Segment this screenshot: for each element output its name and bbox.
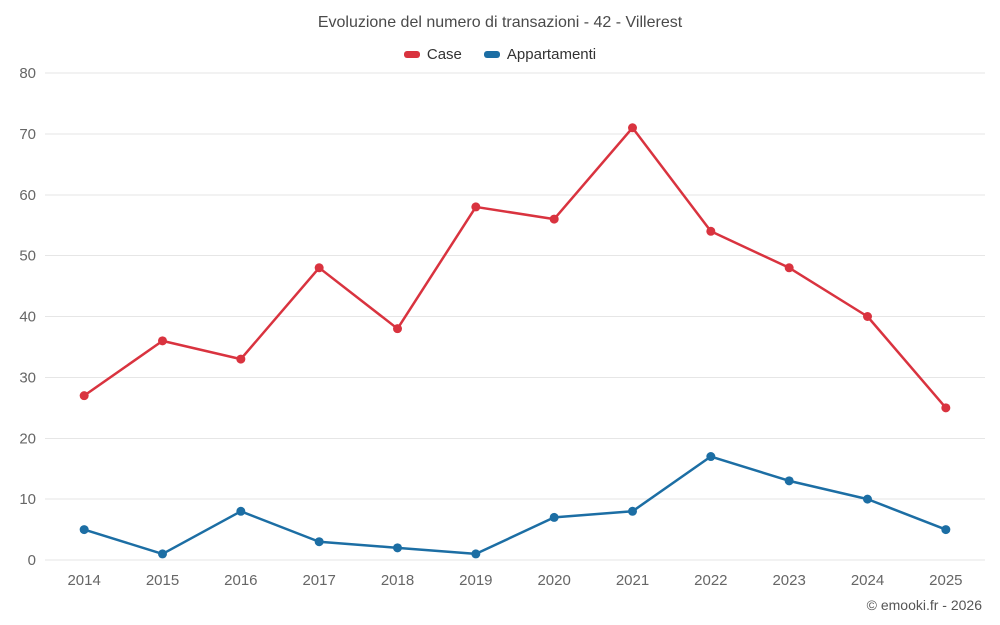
legend-item-appartamenti[interactable]: Appartamenti [483, 46, 597, 63]
legend-label-appartamenti: Appartamenti [506, 46, 597, 63]
series-line-case [82, 126, 948, 410]
data-point-case [706, 226, 716, 236]
x-tick-label: 2017 [302, 572, 335, 589]
x-tick-label: 2021 [616, 572, 649, 589]
data-point-case [79, 391, 89, 401]
data-point-case [471, 202, 481, 212]
x-tick-label: 2020 [537, 572, 570, 589]
legend-label-case: Case [426, 46, 462, 63]
data-point-case [784, 263, 794, 273]
legend-marker-appartamenti [483, 51, 500, 58]
y-tick-label: 60 [19, 187, 36, 204]
data-point-case [628, 123, 637, 133]
data-point-appartamenti [314, 537, 324, 547]
y-tick-label: 20 [19, 430, 36, 447]
copyright-footer: © emooki.fr - 2026 [866, 597, 982, 613]
data-point-appartamenti [471, 549, 481, 559]
x-tick-label: 2025 [929, 572, 962, 589]
data-point-case [393, 324, 402, 334]
data-point-appartamenti [236, 506, 246, 516]
chart-title: Evoluzione del numero di transazioni - 4… [317, 14, 683, 31]
data-point-case [941, 403, 951, 413]
y-tick-label: 30 [19, 369, 36, 386]
y-tick-label: 40 [19, 309, 36, 326]
y-tick-label: 10 [19, 491, 36, 508]
x-tick-label: 2018 [381, 572, 414, 589]
data-point-appartamenti [784, 476, 794, 486]
x-tick-label: 2023 [772, 572, 805, 589]
data-point-appartamenti [549, 512, 559, 522]
x-tick-label: 2014 [67, 572, 100, 589]
data-point-appartamenti [158, 549, 167, 559]
y-tick-label: 70 [19, 126, 36, 143]
series-line-appartamenti [82, 455, 948, 556]
data-point-appartamenti [79, 525, 89, 535]
x-tick-label: 2024 [851, 572, 884, 589]
data-point-case [236, 354, 246, 364]
x-tick-label: 2022 [694, 572, 727, 589]
chart-legend: Case Appartamenti [0, 46, 1000, 63]
data-point-case [863, 312, 872, 321]
legend-marker-case [403, 51, 420, 58]
x-tick-label: 2016 [224, 572, 257, 589]
y-tick-label: 0 [28, 552, 36, 569]
x-tick-label: 2019 [459, 572, 492, 589]
data-point-appartamenti [941, 525, 951, 535]
data-point-appartamenti [393, 543, 402, 553]
data-point-case [314, 263, 324, 273]
y-tick-label: 80 [19, 65, 36, 82]
legend-item-case[interactable]: Case [403, 46, 462, 63]
y-tick-label: 50 [19, 248, 36, 265]
data-point-appartamenti [628, 506, 637, 516]
x-tick-label: 2015 [146, 572, 179, 589]
data-point-case [158, 336, 167, 346]
data-point-case [549, 214, 559, 224]
data-point-appartamenti [706, 452, 716, 462]
data-point-appartamenti [863, 494, 872, 504]
